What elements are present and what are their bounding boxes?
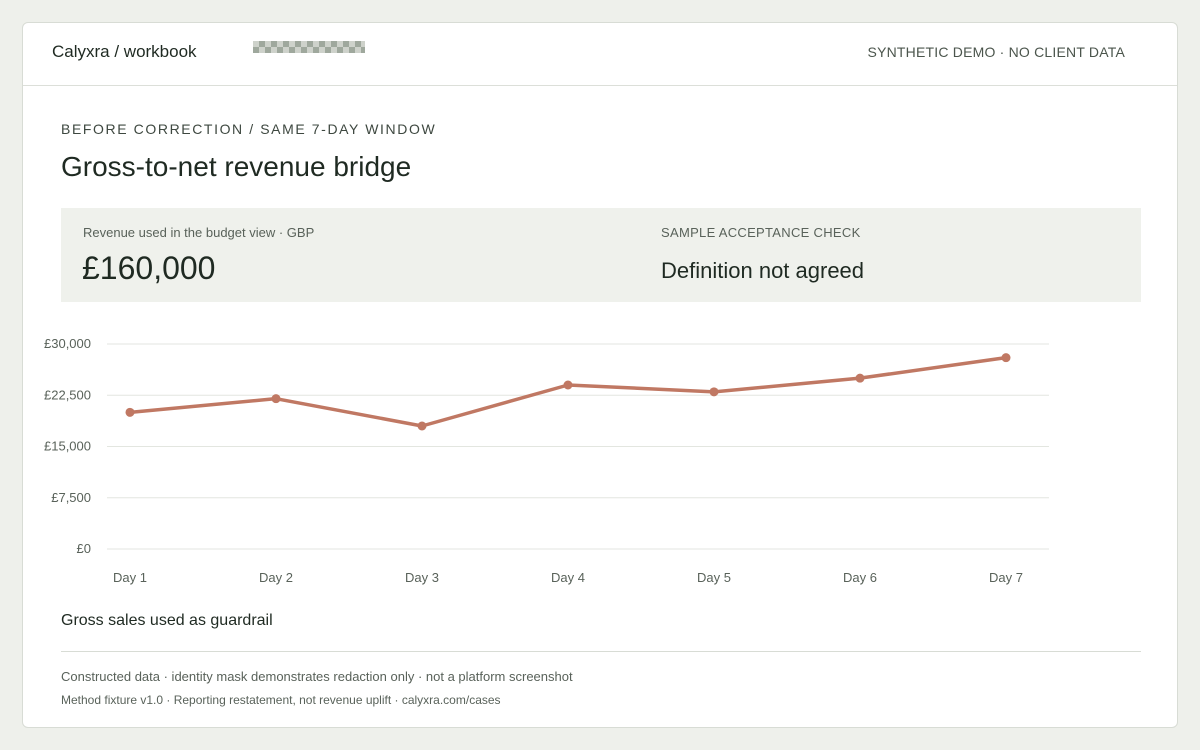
x-tick-label: Day 1 <box>113 570 147 585</box>
y-tick-label: £22,500 <box>44 387 91 402</box>
data-point <box>563 380 573 390</box>
data-point <box>1001 353 1011 363</box>
x-tick-label: Day 3 <box>405 570 439 585</box>
y-tick-label: £15,000 <box>44 439 91 454</box>
x-tick-label: Day 5 <box>697 570 731 585</box>
top-bar: Calyxra / workbook SYNTHETIC DEMO · NO C… <box>23 23 1177 86</box>
data-point <box>271 394 281 404</box>
x-tick-label: Day 2 <box>259 570 293 585</box>
revenue-label: Revenue used in the budget view · GBP <box>83 225 315 240</box>
series-line <box>128 355 1008 428</box>
data-point <box>855 373 865 383</box>
app-title: Calyxra / workbook <box>52 42 197 61</box>
y-tick-label: £7,500 <box>51 490 91 505</box>
data-point <box>417 421 427 431</box>
eyebrow-label: BEFORE CORRECTION / SAME 7-DAY WINDOW <box>61 121 437 137</box>
summary-panel: Revenue used in the budget view · GBP £1… <box>61 208 1141 302</box>
acceptance-check-value: Definition not agreed <box>661 258 865 283</box>
data-point <box>709 387 719 397</box>
page-title: Gross-to-net revenue bridge <box>61 151 412 182</box>
acceptance-check-label: SAMPLE ACCEPTANCE CHECK <box>661 225 861 240</box>
x-tick-label: Day 6 <box>843 570 877 585</box>
y-tick-label: £30,000 <box>44 336 91 351</box>
revenue-value: £160,000 <box>82 250 216 286</box>
y-tick-label: £0 <box>77 541 91 556</box>
x-tick-label: Day 4 <box>551 570 585 585</box>
identity-mask <box>253 41 365 53</box>
footer-method: Method fixture v1.0 · Reporting restatem… <box>61 693 501 707</box>
report-card: Calyxra / workbook SYNTHETIC DEMO · NO C… <box>22 22 1178 728</box>
x-tick-label: Day 7 <box>989 570 1023 585</box>
chart-caption: Gross sales used as guardrail <box>61 612 273 629</box>
data-point <box>125 407 135 417</box>
footer-note: Constructed data · identity mask demonst… <box>61 669 573 684</box>
revenue-line-chart: £0 £7,500 £15,000 £22,500 £30,000 Day 1 Day 2 D… <box>44 336 1049 585</box>
footer-divider <box>61 651 1141 652</box>
demo-note: SYNTHETIC DEMO · NO CLIENT DATA <box>867 44 1125 60</box>
